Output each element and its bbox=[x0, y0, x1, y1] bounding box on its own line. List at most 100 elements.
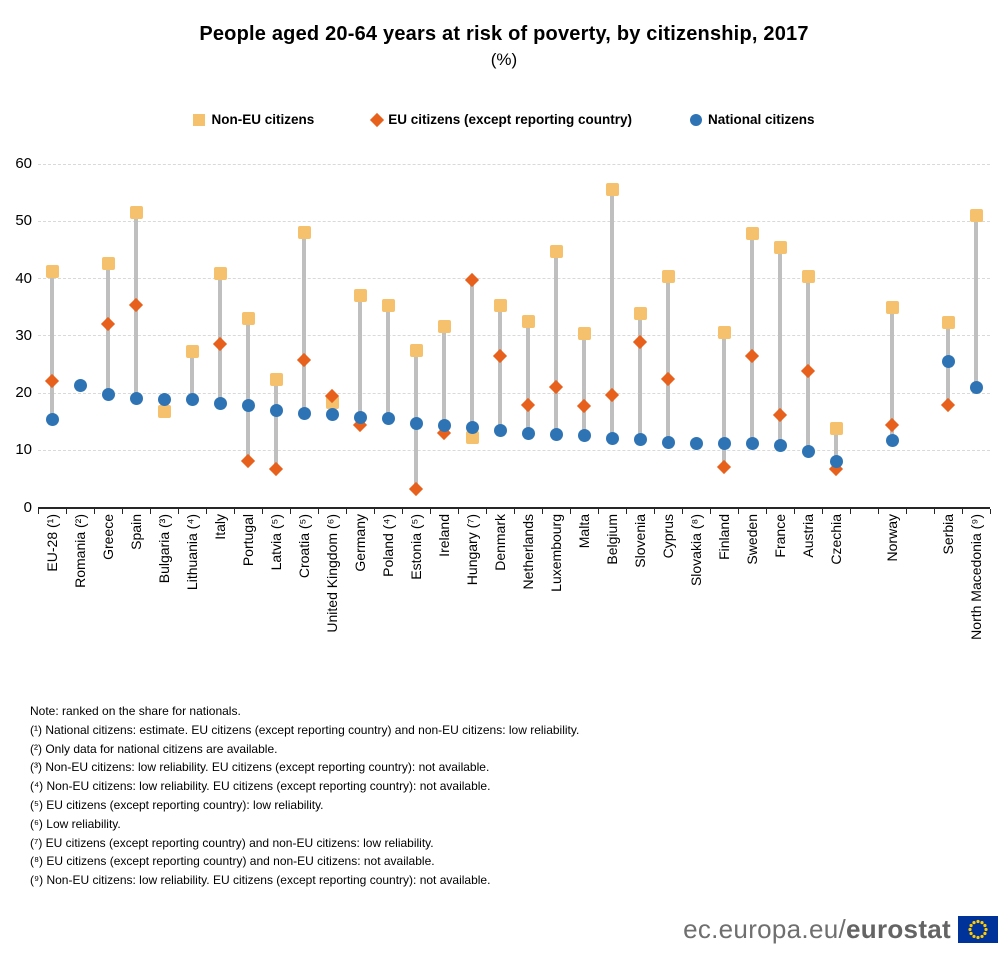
stem bbox=[638, 313, 642, 440]
stem bbox=[834, 428, 838, 470]
marker-circle bbox=[885, 434, 899, 448]
x-category-label: Greece bbox=[100, 514, 116, 560]
marker-diamond bbox=[408, 482, 424, 497]
stem bbox=[526, 321, 530, 434]
x-axis-tick bbox=[458, 508, 459, 514]
x-axis-tick bbox=[290, 508, 291, 514]
x-axis-tick bbox=[962, 508, 963, 514]
x-category-label: Cyprus bbox=[660, 514, 676, 559]
marker-circle bbox=[689, 436, 703, 450]
marker-circle bbox=[157, 392, 171, 406]
stem bbox=[386, 305, 390, 419]
marker-square bbox=[437, 320, 451, 334]
footnote-line: (⁴) Non-EU citizens: low reliability. EU… bbox=[30, 779, 491, 794]
marker-diamond bbox=[492, 348, 508, 363]
marker-circle bbox=[73, 378, 87, 392]
marker-diamond bbox=[44, 373, 60, 389]
footnote-line: (²) Only data for national citizens are … bbox=[30, 741, 278, 756]
x-category-label: Netherlands bbox=[520, 514, 536, 590]
legend-item-non-eu: Non-EU citizens bbox=[193, 112, 314, 127]
x-axis-tick bbox=[150, 508, 151, 514]
x-category-label: Portugal bbox=[240, 514, 256, 567]
footnotes: Note: ranked on the share for nationals.… bbox=[30, 702, 930, 890]
marker-circle bbox=[941, 355, 955, 369]
x-category-label: Spain bbox=[128, 514, 144, 550]
gridline bbox=[38, 278, 990, 280]
marker-square bbox=[381, 298, 395, 312]
marker-diamond bbox=[576, 399, 592, 414]
marker-square bbox=[465, 431, 479, 445]
marker-circle bbox=[661, 436, 675, 450]
x-axis-tick bbox=[542, 508, 543, 514]
marker-square bbox=[45, 264, 59, 278]
marker-diamond bbox=[632, 334, 648, 350]
marker-circle bbox=[297, 407, 311, 421]
marker-circle bbox=[577, 428, 591, 442]
marker-diamond bbox=[660, 372, 676, 387]
legend-item-eu: EU citizens (except reporting country) bbox=[370, 112, 632, 127]
marker-circle bbox=[745, 437, 759, 451]
x-category-label: North Macedonia (⁹) bbox=[968, 514, 984, 640]
stem bbox=[442, 326, 446, 434]
marker-square bbox=[297, 226, 311, 240]
y-tick-label: 10 bbox=[15, 441, 32, 459]
x-category-label: Sweden bbox=[744, 514, 760, 565]
marker-square bbox=[661, 269, 675, 283]
marker-circle bbox=[829, 455, 843, 469]
x-category-label: Malta bbox=[576, 514, 592, 549]
marker-diamond bbox=[240, 453, 256, 468]
marker-circle bbox=[773, 438, 787, 452]
marker-circle bbox=[325, 407, 339, 421]
stem bbox=[974, 215, 978, 388]
stem bbox=[190, 351, 194, 400]
x-category-label: Bulgaria (³) bbox=[156, 514, 172, 584]
legend: Non-EU citizens EU citizens (except repo… bbox=[0, 112, 1008, 127]
x-category-label: Austria bbox=[800, 514, 816, 558]
x-axis-tick bbox=[94, 508, 95, 514]
stem bbox=[302, 232, 306, 414]
marker-square bbox=[241, 311, 255, 325]
legend-item-national: National citizens bbox=[690, 112, 815, 127]
x-axis-tick bbox=[934, 508, 935, 514]
marker-circle bbox=[45, 412, 59, 426]
marker-diamond bbox=[100, 316, 116, 331]
marker-diamond bbox=[884, 417, 900, 432]
x-category-label: Italy bbox=[212, 514, 228, 540]
y-tick-label: 30 bbox=[15, 326, 32, 344]
marker-square bbox=[213, 267, 227, 281]
stem bbox=[246, 318, 250, 461]
y-tick-label: 0 bbox=[23, 498, 32, 516]
plot-area: 0 10 20 30 40 50 60 EU-28 (¹) Romania (²) Greece S… bbox=[15, 155, 991, 640]
x-axis-tick bbox=[682, 508, 683, 514]
marker-circle bbox=[493, 424, 507, 438]
marker-circle bbox=[437, 418, 451, 432]
marker-diamond bbox=[716, 459, 732, 474]
y-tick-label: 20 bbox=[15, 384, 32, 402]
marker-square bbox=[521, 314, 535, 328]
x-axis-tick bbox=[178, 508, 179, 514]
x-category-label: Czechia bbox=[828, 514, 844, 565]
stem bbox=[666, 276, 670, 443]
marker-square bbox=[801, 270, 815, 284]
x-axis-tick bbox=[738, 508, 739, 514]
x-axis-tick bbox=[654, 508, 655, 514]
eu-flag-icon bbox=[958, 916, 998, 943]
x-category-label: Slovenia bbox=[632, 514, 648, 568]
x-category-label: France bbox=[772, 514, 788, 558]
marker-square bbox=[353, 289, 367, 303]
marker-circle bbox=[269, 404, 283, 418]
x-axis-tick bbox=[66, 508, 67, 514]
gridline bbox=[38, 449, 990, 451]
x-axis-tick bbox=[374, 508, 375, 514]
x-category-label: Finland bbox=[716, 514, 732, 560]
footnote-line: (¹) National citizens: estimate. EU citi… bbox=[30, 722, 580, 737]
marker-square bbox=[493, 298, 507, 312]
logo-prefix: ec.europa.eu/ bbox=[683, 914, 847, 944]
x-category-label: Norway bbox=[884, 514, 900, 562]
marker-square bbox=[717, 325, 731, 339]
eurostat-logo: ec.europa.eu/eurostat bbox=[683, 914, 998, 945]
marker-diamond bbox=[772, 408, 788, 423]
marker-diamond bbox=[128, 298, 144, 313]
footnote-line: (⁸) EU citizens (except reporting countr… bbox=[30, 854, 435, 869]
x-axis-tick bbox=[710, 508, 711, 514]
